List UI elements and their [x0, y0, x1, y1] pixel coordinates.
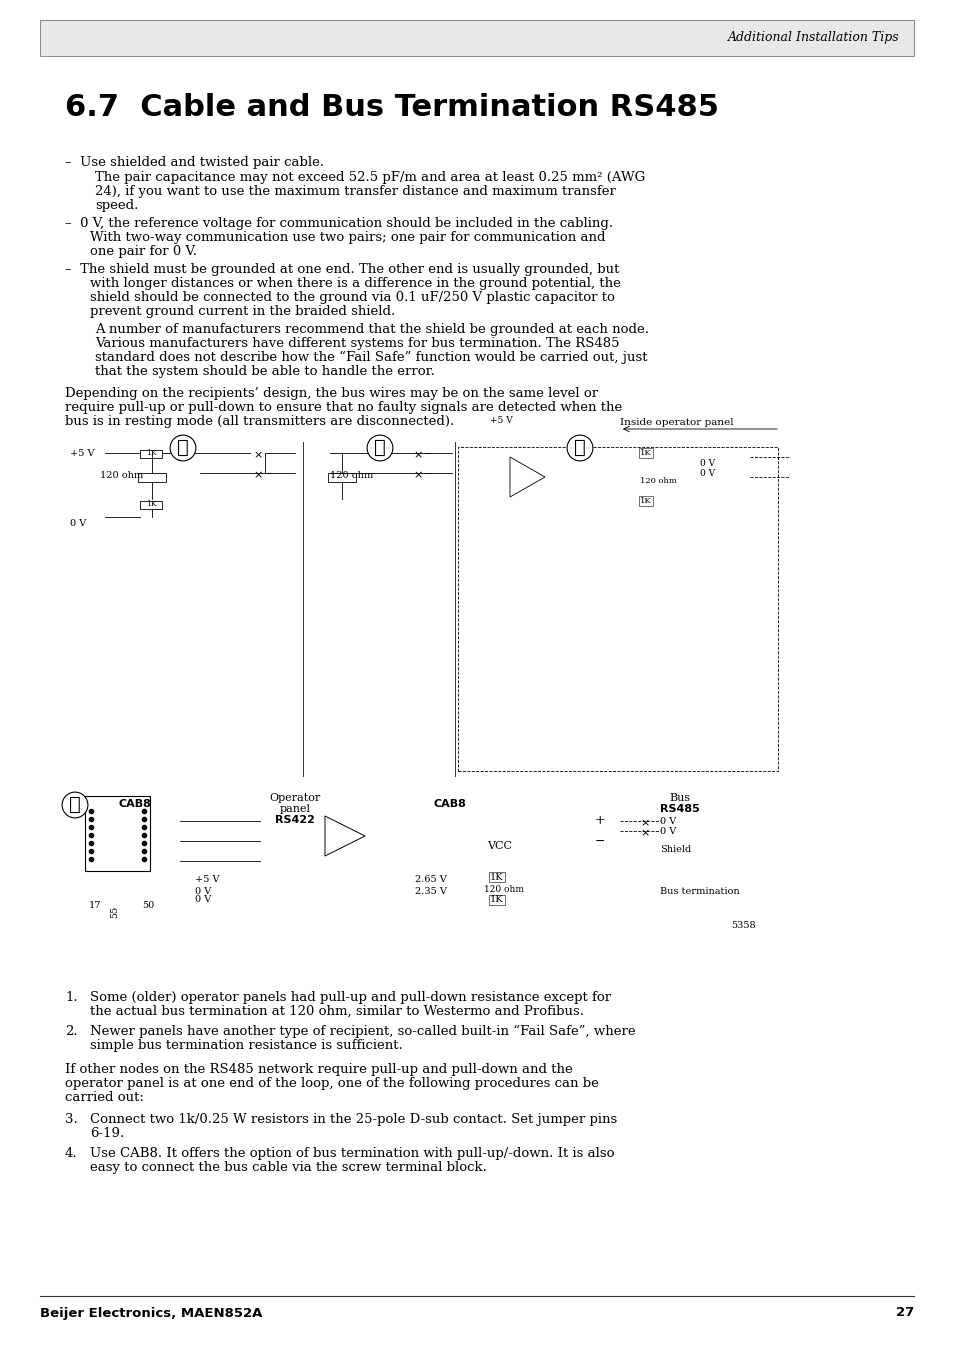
Text: ①: ①: [177, 439, 189, 457]
Text: +5 V: +5 V: [490, 416, 512, 426]
Text: –  The shield must be grounded at one end. The other end is usually grounded, bu: – The shield must be grounded at one end…: [65, 263, 618, 276]
Text: If other nodes on the RS485 network require pull-up and pull-down and the: If other nodes on the RS485 network requ…: [65, 1063, 572, 1075]
Text: 4.: 4.: [65, 1147, 77, 1161]
Text: 0 V: 0 V: [700, 469, 715, 478]
Text: ×: ×: [253, 470, 262, 480]
Text: shield should be connected to the ground via 0.1 uF/250 V plastic capacitor to: shield should be connected to the ground…: [90, 290, 615, 304]
Text: RS422: RS422: [274, 815, 314, 825]
Text: 1K: 1K: [490, 873, 503, 881]
Text: 17: 17: [89, 901, 101, 911]
Text: 1K: 1K: [639, 449, 651, 457]
Text: 0 V: 0 V: [659, 827, 676, 835]
Text: standard does not describe how the “Fail Safe” function would be carried out, ju: standard does not describe how the “Fail…: [95, 351, 647, 365]
Text: 5358: 5358: [731, 921, 755, 929]
Text: ④: ④: [69, 796, 81, 815]
Text: Inside operator panel: Inside operator panel: [619, 417, 733, 427]
Text: 120 ohm: 120 ohm: [100, 471, 143, 480]
Text: ×: ×: [639, 828, 649, 838]
Text: RS485: RS485: [659, 804, 700, 815]
Text: +: +: [594, 815, 604, 828]
Text: 1K: 1K: [490, 896, 503, 905]
Text: bus is in resting mode (all transmitters are disconnected).: bus is in resting mode (all transmitters…: [65, 415, 454, 428]
Text: 27: 27: [895, 1306, 913, 1320]
Text: ×: ×: [413, 450, 422, 459]
Text: ②: ②: [374, 439, 385, 457]
Text: A number of manufacturers recommend that the shield be grounded at each node.: A number of manufacturers recommend that…: [95, 323, 648, 336]
Text: 2.65 V: 2.65 V: [415, 874, 446, 884]
Text: carried out:: carried out:: [65, 1092, 144, 1104]
Text: simple bus termination resistance is sufficient.: simple bus termination resistance is suf…: [90, 1039, 402, 1052]
Text: 0 V: 0 V: [700, 459, 715, 467]
Text: CAB8: CAB8: [433, 798, 466, 809]
Text: ×: ×: [639, 817, 649, 828]
Text: ③: ③: [574, 439, 585, 457]
Text: 3.: 3.: [65, 1113, 77, 1125]
Text: Operator: Operator: [269, 793, 320, 802]
FancyBboxPatch shape: [40, 20, 913, 55]
Text: ×: ×: [253, 450, 262, 459]
Text: ×: ×: [413, 470, 422, 480]
Bar: [138, 473, 166, 482]
Text: prevent ground current in the braided shield.: prevent ground current in the braided sh…: [90, 305, 395, 317]
Bar: [140, 450, 162, 458]
Text: Some (older) operator panels had pull-up and pull-down resistance except for: Some (older) operator panels had pull-up…: [90, 992, 611, 1004]
Text: +5 V: +5 V: [194, 874, 219, 884]
Text: Various manufacturers have different systems for bus termination. The RS485: Various manufacturers have different sys…: [95, 336, 618, 350]
Text: VCC: VCC: [487, 842, 512, 851]
Text: with longer distances or when there is a difference in the ground potential, the: with longer distances or when there is a…: [90, 277, 620, 290]
Text: 6.7  Cable and Bus Termination RS485: 6.7 Cable and Bus Termination RS485: [65, 93, 719, 122]
Text: easy to connect the bus cable via the screw terminal block.: easy to connect the bus cable via the sc…: [90, 1161, 486, 1174]
Bar: [140, 501, 162, 509]
Text: 1K: 1K: [639, 497, 651, 505]
Text: 1.: 1.: [65, 992, 77, 1004]
Text: +5 V: +5 V: [70, 449, 94, 458]
Text: Depending on the recipients’ design, the bus wires may be on the same level or: Depending on the recipients’ design, the…: [65, 386, 598, 400]
Text: Bus termination: Bus termination: [659, 886, 739, 896]
Text: 1K: 1K: [146, 449, 156, 457]
Text: 50: 50: [142, 901, 154, 911]
Text: Shield: Shield: [659, 844, 691, 854]
Text: Additional Installation Tips: Additional Installation Tips: [727, 31, 899, 45]
Text: operator panel is at one end of the loop, one of the following procedures can be: operator panel is at one end of the loop…: [65, 1077, 598, 1090]
Text: 6-19.: 6-19.: [90, 1127, 124, 1140]
Text: 2.35 V: 2.35 V: [415, 886, 446, 896]
Text: require pull-up or pull-down to ensure that no faulty signals are detected when : require pull-up or pull-down to ensure t…: [65, 401, 621, 413]
Text: 2.: 2.: [65, 1025, 77, 1038]
Text: –  0 V, the reference voltage for communication should be included in the cablin: – 0 V, the reference voltage for communi…: [65, 218, 613, 230]
Text: 0 V: 0 V: [70, 519, 86, 528]
Bar: [85, 796, 150, 871]
Text: –  Use shielded and twisted pair cable.: – Use shielded and twisted pair cable.: [65, 155, 324, 169]
Text: 120 ohm: 120 ohm: [639, 477, 676, 485]
Text: Newer panels have another type of recipient, so-called built-in “Fail Safe”, whe: Newer panels have another type of recipi…: [90, 1025, 635, 1038]
Text: that the system should be able to handle the error.: that the system should be able to handle…: [95, 365, 435, 378]
Text: 120 ohm: 120 ohm: [483, 885, 523, 894]
Text: the actual bus termination at 120 ohm, similar to Westermo and Profibus.: the actual bus termination at 120 ohm, s…: [90, 1005, 583, 1019]
Text: Bus: Bus: [669, 793, 690, 802]
Text: panel: panel: [279, 804, 310, 815]
Text: speed.: speed.: [95, 199, 138, 212]
Text: 1K: 1K: [146, 500, 156, 508]
Text: The pair capacitance may not exceed 52.5 pF/m and area at least 0.25 mm² (AWG: The pair capacitance may not exceed 52.5…: [95, 172, 644, 184]
Text: 24), if you want to use the maximum transfer distance and maximum transfer: 24), if you want to use the maximum tran…: [95, 185, 616, 199]
Text: −: −: [594, 835, 604, 847]
Text: With two-way communication use two pairs; one pair for communication and: With two-way communication use two pairs…: [90, 231, 605, 245]
Text: 120 ohm: 120 ohm: [330, 471, 373, 480]
Bar: [328, 473, 355, 482]
Text: one pair for 0 V.: one pair for 0 V.: [90, 245, 196, 258]
Text: 0 V: 0 V: [659, 816, 676, 825]
Text: 0 V: 0 V: [194, 894, 211, 904]
FancyBboxPatch shape: [457, 447, 778, 771]
Text: 55: 55: [111, 907, 119, 919]
Text: CAB8: CAB8: [118, 798, 152, 809]
Text: Connect two 1k/0.25 W resistors in the 25-pole D-sub contact. Set jumper pins: Connect two 1k/0.25 W resistors in the 2…: [90, 1113, 617, 1125]
Text: Beijer Electronics, MAEN852A: Beijer Electronics, MAEN852A: [40, 1306, 262, 1320]
Text: 0 V: 0 V: [194, 886, 211, 896]
Text: Use CAB8. It offers the option of bus termination with pull-up/-down. It is also: Use CAB8. It offers the option of bus te…: [90, 1147, 614, 1161]
